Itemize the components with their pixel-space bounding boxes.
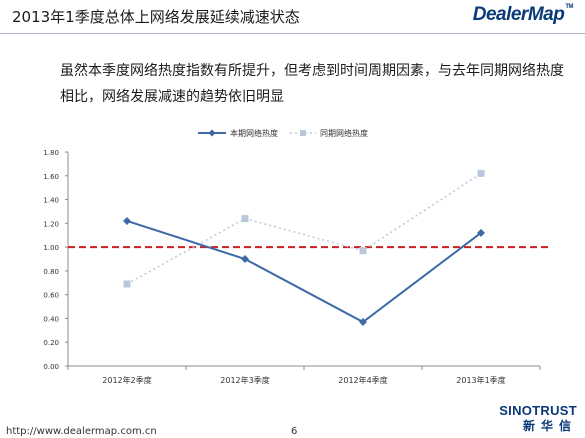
point-current [359, 318, 367, 327]
summary-text: 虽然本季度网络热度指数有所提升，但考虑到时间周期因素，与去年同期网络热度相比，网… [60, 63, 564, 105]
brand-chinese: 新华信 [522, 419, 577, 433]
footer-url: http://www.dealermap.com.cn [6, 426, 157, 437]
line-chart: 0.00 0.20 0.40 0.60 0.80 1.00 1.20 1.40 1.60 1.80… [43, 128, 552, 385]
series-line-current [126, 220, 482, 324]
y-tick-label: 1.20 [43, 220, 59, 228]
y-tick-label: 1.80 [43, 149, 59, 157]
point-current [241, 255, 249, 263]
title-divider [0, 33, 585, 34]
legend-label-last-year: 同期网络热度 [320, 128, 368, 138]
y-tick-label: 0.40 [43, 315, 59, 323]
series-line-last-year [126, 172, 482, 285]
point-last-year [241, 215, 249, 223]
logo-text: DealerMap [472, 4, 565, 25]
page-title: 2013年1季度总体上网络发展延续减速状态 [12, 8, 300, 26]
legend-marker-last-year [300, 130, 306, 136]
point-last-year [359, 247, 367, 255]
legend-marker-current [208, 129, 216, 137]
point-last-year [477, 169, 485, 177]
y-tick-label: 0.60 [43, 292, 59, 300]
x-tick-label: 2013年1季度 [456, 375, 505, 385]
point-current [123, 216, 131, 225]
x-tick-label: 2012年4季度 [338, 375, 387, 385]
y-tick-label: 1.40 [43, 197, 59, 205]
y-tick-label: 1.00 [43, 244, 59, 252]
dealermap-logo: DealerMapTM [472, 4, 574, 26]
point-current [477, 228, 485, 237]
logo-trademark: TM [565, 4, 573, 10]
y-tick-label: 0.80 [43, 268, 59, 276]
x-tick-label: 2012年2季度 [102, 375, 151, 385]
sinotrust-logo: SINOTRUST 新华信 [499, 404, 577, 432]
legend-label-current: 本期网络热度 [230, 128, 278, 138]
point-last-year [123, 280, 131, 288]
y-tick-label: 0.00 [43, 363, 59, 371]
y-tick-label: 1.60 [43, 173, 59, 181]
brand-english: SINOTRUST [499, 403, 577, 418]
x-tick-label: 2012年3季度 [220, 375, 269, 385]
y-tick-label: 0.20 [43, 339, 59, 347]
page-number: 6 [291, 426, 298, 437]
